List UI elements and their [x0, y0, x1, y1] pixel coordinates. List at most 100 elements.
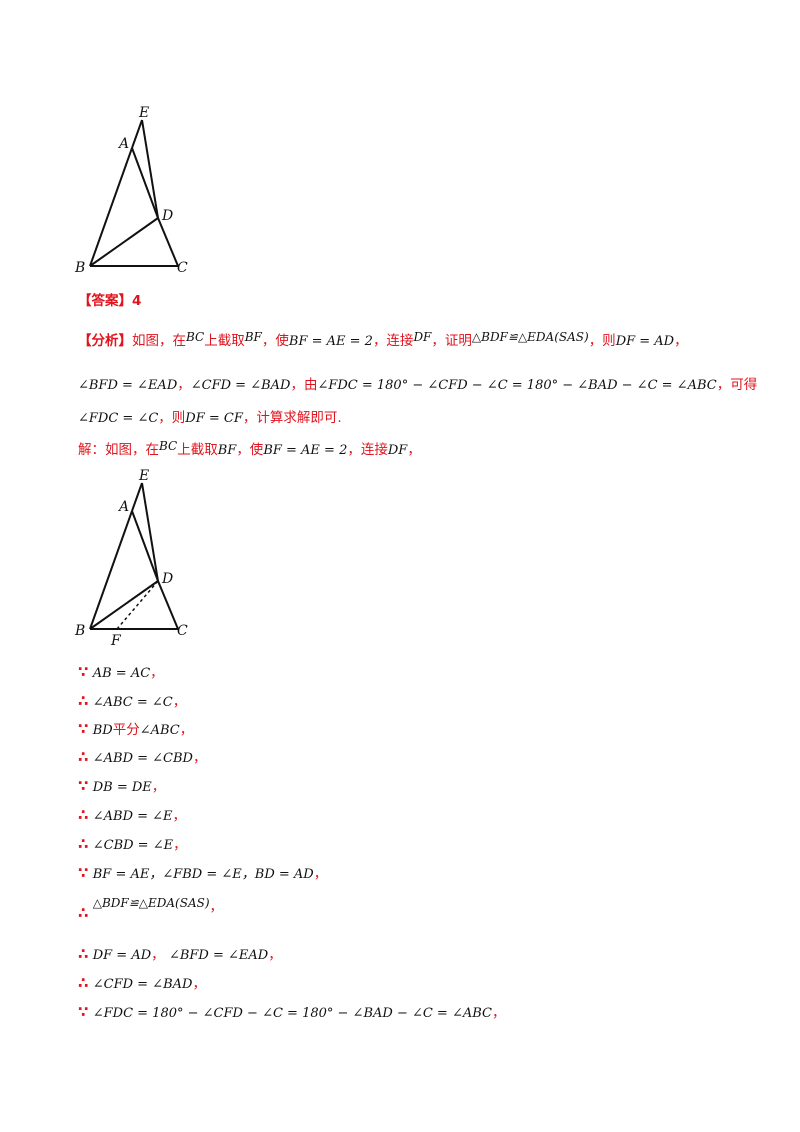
- label-D: D: [161, 571, 173, 587]
- because-symbol: ∵: [78, 864, 89, 882]
- proof-line-4: ∴ ∠ABD = ∠CBD，: [78, 747, 206, 769]
- proof-line-7: ∴ ∠CBD = ∠E，: [78, 834, 187, 856]
- therefore-symbol: ∴: [78, 748, 89, 766]
- answer-value: 4: [132, 293, 142, 309]
- label-C: C: [177, 623, 188, 639]
- math-expr: DF = CF: [185, 411, 243, 426]
- label-A: A: [117, 499, 129, 515]
- comma: ，: [313, 866, 328, 882]
- proof-line-11: ∴ ∠CFD = ∠BAD，: [78, 973, 206, 995]
- math-expr: ∠BFD = ∠EAD: [168, 948, 269, 963]
- solution-text: ，使: [236, 442, 264, 458]
- answer-label: 【答案】: [78, 293, 132, 309]
- label-E: E: [138, 105, 149, 121]
- label-A: A: [117, 136, 129, 152]
- solution-text: 解：如图，在: [78, 442, 159, 458]
- analysis-text: ，可得: [716, 377, 758, 393]
- because-symbol: ∵: [78, 720, 89, 738]
- math-expr: ∠FDC = 180° − ∠CFD − ∠C = 180° − ∠BAD − …: [92, 1006, 492, 1021]
- analysis-text: ，计算求解即可.: [242, 410, 342, 426]
- math-expr: ∠ABD = ∠CBD: [92, 751, 193, 766]
- because-symbol: ∵: [78, 1003, 89, 1021]
- analysis-text: ，使: [261, 333, 289, 349]
- therefore-symbol: ∴: [78, 692, 89, 710]
- analysis-text: ，则: [588, 333, 616, 349]
- math-expr: DF: [413, 330, 432, 344]
- proof-line-10: ∴ DF = AD， ∠BFD = ∠EAD，: [78, 944, 282, 966]
- triangle-figure-2: E A D B C F: [70, 467, 200, 652]
- math-expr: △BDF≌△EDA(SAS): [92, 896, 210, 910]
- math-expr: BF: [244, 330, 262, 344]
- proof-line-9: ∴ △BDF≌△EDA(SAS)，: [78, 896, 224, 922]
- analysis-text: ，由: [290, 377, 318, 393]
- proof-line-3: ∵ BD平分∠ABC，: [78, 719, 193, 741]
- math-expr: DB = DE: [92, 780, 152, 795]
- analysis-line-2: ∠BFD = ∠EAD，∠CFD = ∠BAD，由∠FDC = 180° − ∠…: [78, 375, 757, 396]
- comma: ，: [192, 750, 207, 766]
- label-B: B: [74, 260, 85, 276]
- analysis-text: ，: [674, 333, 688, 349]
- label-B: B: [74, 623, 85, 639]
- math-expr: ∠CFD = ∠BAD: [92, 977, 193, 992]
- math-expr: ∠BFD = ∠EAD: [78, 378, 178, 393]
- math-expr: ∠FDC = 180° − ∠CFD − ∠C = 180° − ∠BAD − …: [317, 378, 717, 393]
- analysis-text: ，连接: [372, 333, 414, 349]
- proof-line-2: ∴ ∠ABC = ∠C，: [78, 691, 186, 713]
- math-expr: BD: [92, 723, 113, 738]
- math-expr: AB = AC: [92, 666, 151, 681]
- analysis-text: ，则: [158, 410, 186, 426]
- therefore-symbol: ∴: [78, 974, 89, 992]
- comma: ，: [491, 1005, 506, 1021]
- math-expr: DF = AD: [92, 948, 152, 963]
- analysis-line-3: ∠FDC = ∠C，则DF = CF，计算求解即可.: [78, 408, 342, 429]
- comma: ，: [150, 665, 164, 681]
- analysis-text: 如图，在: [132, 333, 186, 349]
- comma: ，: [151, 779, 166, 795]
- proof-line-1: ∵ AB = AC，: [78, 662, 164, 684]
- analysis-text: 上截取: [204, 333, 245, 349]
- label-D: D: [161, 208, 173, 224]
- math-expr: ∠CBD = ∠E: [92, 838, 174, 853]
- answer-line: 【答案】4: [78, 291, 141, 311]
- comma: ，: [192, 976, 206, 992]
- math-expr: ∠ABD = ∠E: [92, 809, 173, 824]
- comma: ，: [173, 837, 187, 853]
- solution-text: 上截取: [177, 442, 218, 458]
- math-expr: BF = AE = 2: [263, 443, 348, 458]
- because-symbol: ∵: [78, 777, 89, 795]
- comma: ，: [172, 808, 187, 824]
- solution-intro: 解：如图，在BC上截取BF，使BF = AE = 2，连接DF，: [78, 439, 421, 461]
- proof-text: 平分: [112, 722, 140, 738]
- math-expr: BF: [217, 443, 237, 458]
- proof-line-12: ∵ ∠FDC = 180° − ∠CFD − ∠C = 180° − ∠BAD …: [78, 1002, 505, 1024]
- comma: ，: [151, 947, 165, 963]
- proof-line-8: ∵ BF = AE，∠FBD = ∠E，BD = AD，: [78, 863, 327, 885]
- math-expr: ∠CFD = ∠BAD: [190, 378, 291, 393]
- analysis-text: ，证明: [431, 333, 472, 349]
- comma: ，: [268, 947, 282, 963]
- comma: ，: [209, 899, 224, 915]
- math-expr: BC: [159, 439, 178, 453]
- math-expr: ∠ABC = ∠C: [92, 695, 173, 710]
- math-expr: BF = AE，∠FBD = ∠E，BD = AD: [92, 867, 314, 882]
- because-symbol: ∵: [78, 663, 89, 681]
- analysis-label: 【分析】: [78, 333, 132, 349]
- analysis-line-1: 【分析】如图，在BC上截取BF，使BF = AE = 2，连接DF，证明△BDF…: [78, 330, 688, 352]
- math-expr: DF = AD: [615, 334, 675, 349]
- comma: ，: [172, 694, 187, 710]
- label-C: C: [177, 260, 188, 276]
- therefore-symbol: ∴: [78, 806, 89, 824]
- solution-text: ，: [407, 442, 421, 458]
- math-expr: BC: [186, 330, 205, 344]
- therefore-symbol: ∴: [78, 904, 89, 922]
- therefore-symbol: ∴: [78, 835, 89, 853]
- therefore-symbol: ∴: [78, 945, 89, 963]
- proof-line-5: ∵ DB = DE，: [78, 776, 165, 798]
- math-expr: ∠ABC: [139, 723, 180, 738]
- math-expr: △BDF≌△EDA(SAS): [471, 330, 589, 344]
- triangle-figure-1: E A D B C: [70, 100, 200, 280]
- analysis-text: ，: [177, 377, 191, 393]
- math-expr: DF: [387, 443, 408, 458]
- comma: ，: [179, 722, 194, 738]
- solution-text: ，连接: [347, 442, 388, 458]
